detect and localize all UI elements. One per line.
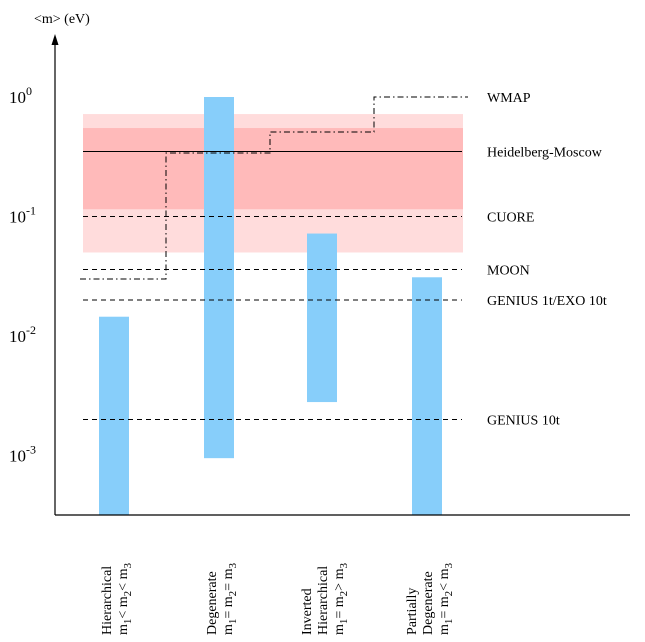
y-tick-label-0: 100 — [9, 84, 32, 107]
limit-label-5: GENIUS 10t — [487, 414, 560, 429]
bar-2 — [307, 233, 337, 403]
axes-layer: <m> (eV) — [34, 12, 630, 516]
category-label-2-1: Hierarchical — [316, 566, 331, 635]
limit-labels-layer: WMAP Heidelberg-Moscow CUORE MOON GENIUS 1t/… — [487, 91, 607, 429]
bars-layer — [99, 97, 442, 515]
limit-label-2: CUORE — [487, 211, 534, 226]
y-tick-label-2: 10-2 — [9, 323, 36, 346]
category-label-3-0: Partially — [405, 588, 420, 635]
category-label-2-2: m1= m2> m3 — [332, 563, 350, 635]
bar-3 — [412, 277, 442, 515]
bands-layer — [83, 114, 463, 253]
wmap-line — [80, 96, 468, 280]
y-tick-label-3: 10-3 — [9, 443, 36, 466]
category-label-0-1: m1< m2< m3 — [116, 563, 134, 635]
bar-0 — [99, 316, 129, 515]
category-label-2-0: Inverted — [300, 588, 315, 635]
limits-layer — [83, 150, 462, 421]
category-label-0-0: Hierarchical — [100, 566, 115, 635]
category-label-1-1: m1= m2= m3 — [221, 563, 239, 635]
y-tick-label-1: 10-1 — [9, 204, 36, 227]
category-label-3-1: Degenerate — [421, 571, 436, 635]
limit-label-0: WMAP — [487, 91, 531, 106]
y-ticks-layer: 100 10-1 10-2 10-3 — [9, 84, 36, 466]
limit-label-3: MOON — [487, 264, 530, 279]
category-label-3-2: m1= m2< m3 — [437, 563, 455, 635]
y-axis-arrow-icon — [51, 34, 59, 45]
band-inner — [83, 128, 463, 210]
bar-1 — [204, 97, 234, 459]
y-axis-label: <m> (eV) — [34, 12, 90, 27]
limit-label-1: Heidelberg-Moscow — [487, 145, 603, 160]
limit-label-4: GENIUS 1t/EXO 10t — [487, 294, 607, 309]
category-label-1-0: Degenerate — [205, 571, 220, 635]
wmap-layer — [80, 96, 468, 280]
